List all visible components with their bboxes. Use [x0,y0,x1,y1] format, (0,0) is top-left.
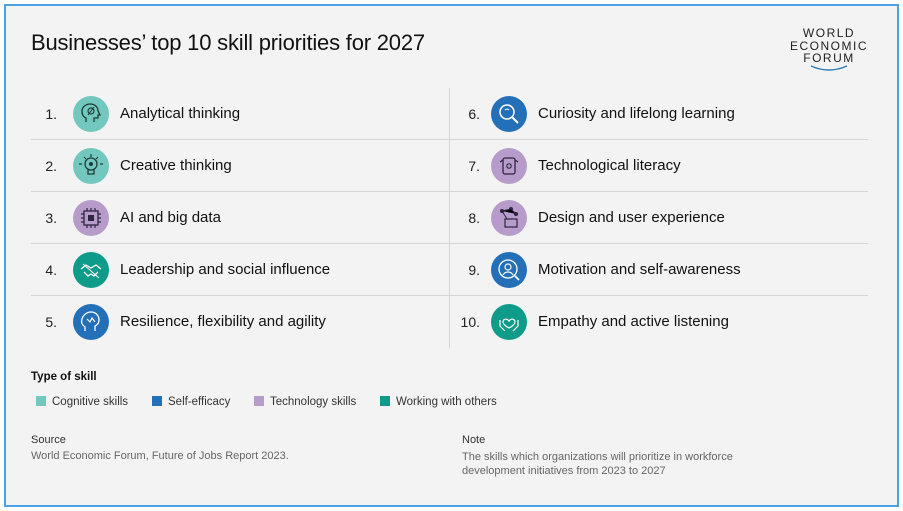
legend-label: Working with others [396,396,497,408]
skill-label: Leadership and social influence [120,261,331,278]
skill-row: 6. Curiosity and lifelong learning [450,88,868,140]
legend-label: Self-efficacy [168,396,231,408]
note-heading: Note [462,434,486,446]
handshake-icon [73,252,109,288]
logo-line-2: ECONOMIC [790,38,868,53]
skill-label: Motivation and self-awareness [538,261,741,278]
legend-item-working-with-others: Working with others [380,396,497,408]
swatch-icon [36,396,46,406]
page-title: Businesses’ top 10 skill priorities for … [31,30,425,55]
skill-label: Resilience, flexibility and agility [120,313,326,330]
wef-logo: WORLD ECONOMIC FORUM [784,27,874,73]
skill-row: 8. Design and user experience [450,192,868,244]
person-target-icon [491,252,527,288]
skill-row: 10. Empathy and active listening [450,296,868,348]
skill-label: Curiosity and lifelong learning [538,105,735,122]
swatch-icon [254,396,264,406]
legend-item-technology: Technology skills [254,396,356,408]
design-network-icon [491,200,527,236]
skill-row: 4. Leadership and social influence [31,244,450,296]
skill-row: 3. AI and big data [31,192,450,244]
hands-heart-icon [491,304,527,340]
skill-row: 7. Technological literacy [450,140,868,192]
skill-label: Design and user experience [538,209,725,226]
legend-item-self-efficacy: Self-efficacy [152,396,230,408]
skill-label: Creative thinking [120,157,232,174]
skills-column-right: 6. Curiosity and lifelong learning 7. Te… [449,88,868,348]
skill-rank: 8. [468,210,480,226]
source-heading: Source [31,434,66,446]
legend-item-cognitive: Cognitive skills [36,396,128,408]
skill-label: Analytical thinking [120,105,241,122]
legend-label: Technology skills [270,396,357,408]
skill-rank: 6. [468,106,480,122]
skill-rank: 2. [45,158,57,174]
skill-rank: 9. [468,262,480,278]
skill-rank: 1. [45,106,57,122]
source-text: World Economic Forum, Future of Jobs Rep… [31,450,289,462]
skill-row: 5. Resilience, flexibility and agility [31,296,450,348]
skill-rank: 3. [45,210,57,226]
brain-gear-icon [73,96,109,132]
lightbulb-icon [73,148,109,184]
swatch-icon [152,396,162,406]
logo-line-1: WORLD [802,26,856,40]
skill-rank: 7. [468,158,480,174]
magnifier-icon [491,96,527,132]
logo-line-3: FORUM [803,51,855,65]
legend-title: Type of skill [31,371,97,383]
chip-icon [73,200,109,236]
skill-label: AI and big data [120,209,221,226]
skill-label: Technological literacy [538,157,681,174]
skill-rank: 4. [45,262,57,278]
infographic-frame [4,4,899,507]
logo-arc-icon [810,64,848,71]
skill-rank: 10. [460,314,480,330]
skill-row: 1. Analytical thinking [31,88,450,140]
head-resilience-icon [73,304,109,340]
skill-rank: 5. [45,314,57,330]
legend-label: Cognitive skills [52,396,129,408]
skills-column-left: 1. Analytical thinking 2. Creative think… [31,88,450,348]
note-text: The skills which organizations will prio… [462,451,733,477]
robot-icon [491,148,527,184]
skill-row: 2. Creative thinking [31,140,450,192]
skill-row: 9. Motivation and self-awareness [450,244,868,296]
skill-label: Empathy and active listening [538,313,729,330]
swatch-icon [380,396,390,406]
